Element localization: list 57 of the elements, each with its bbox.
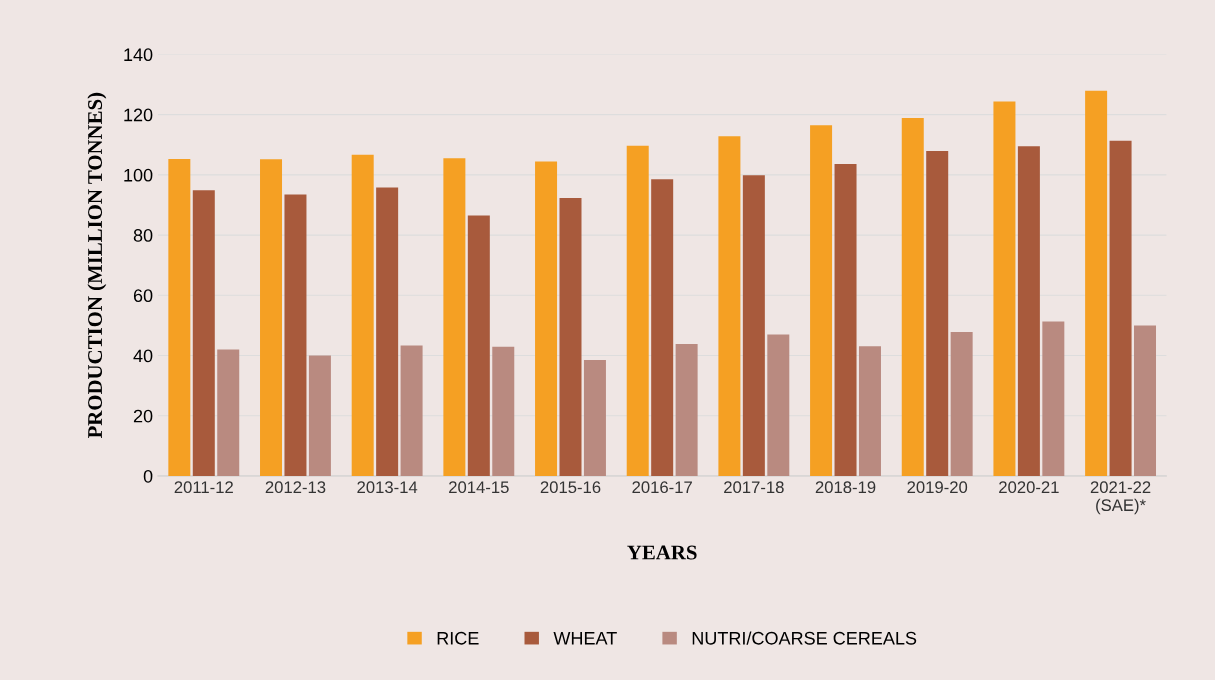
bar bbox=[492, 346, 515, 476]
y-tick-label: 0 bbox=[143, 469, 153, 483]
y-tick-label: 100 bbox=[124, 168, 153, 182]
x-tick-label: 2018-19 bbox=[815, 481, 876, 494]
x-tick-label: 2019-20 bbox=[907, 481, 968, 494]
bar bbox=[675, 344, 698, 476]
bar bbox=[260, 159, 283, 476]
bar bbox=[810, 125, 833, 476]
bar bbox=[858, 346, 881, 476]
bar bbox=[626, 145, 649, 476]
bar bbox=[192, 190, 215, 476]
x-tick-label: 2015-16 bbox=[540, 481, 601, 494]
bar bbox=[651, 179, 674, 476]
legend-label: RICE bbox=[437, 631, 479, 645]
legend-label: WHEAT bbox=[553, 632, 617, 645]
bar bbox=[834, 164, 857, 476]
x-tick-label: 2013-14 bbox=[357, 481, 418, 494]
bar bbox=[535, 161, 558, 476]
bar bbox=[376, 187, 399, 476]
x-tick-label: 2017-18 bbox=[724, 481, 784, 494]
bar bbox=[308, 355, 331, 476]
bar bbox=[351, 154, 374, 476]
bar bbox=[718, 136, 741, 476]
x-tick-label: 2020-21 bbox=[999, 481, 1059, 494]
bar bbox=[559, 198, 582, 476]
y-tick-label: 20 bbox=[133, 409, 153, 423]
bar bbox=[926, 151, 949, 476]
bar bbox=[583, 360, 606, 476]
y-tick-label: 80 bbox=[133, 229, 153, 242]
bar bbox=[443, 158, 466, 476]
bar bbox=[1017, 146, 1040, 476]
y-tick-label: 120 bbox=[124, 108, 153, 122]
bar bbox=[901, 117, 924, 476]
y-tick-label: 140 bbox=[124, 48, 153, 62]
bar bbox=[950, 332, 973, 476]
bar bbox=[1109, 140, 1132, 476]
x-tick-label: 2012-13 bbox=[265, 481, 326, 494]
x-tick-label: 2016-17 bbox=[632, 481, 692, 494]
y-tick-label: 40 bbox=[133, 349, 153, 363]
bar bbox=[400, 345, 423, 476]
legend-label: NUTRI/COARSE CEREALS bbox=[692, 631, 917, 645]
x-axis-title: YEARS bbox=[627, 545, 697, 560]
bar bbox=[767, 334, 790, 476]
bar bbox=[1042, 321, 1065, 476]
x-tick-label: 2011-12 bbox=[174, 481, 233, 494]
x-tick-label: 2014-15 bbox=[449, 481, 509, 494]
bar bbox=[168, 158, 191, 476]
bar bbox=[217, 349, 240, 476]
bar bbox=[742, 175, 765, 476]
bar bbox=[284, 194, 307, 476]
y-axis-title: PRODUCTION (MILLION TONNES) bbox=[87, 92, 107, 439]
y-tick-label: 60 bbox=[133, 289, 153, 303]
bar bbox=[993, 101, 1016, 476]
bar bbox=[1085, 90, 1108, 476]
bar bbox=[467, 215, 490, 476]
x-tick-label: 2021-22 (SAE)* bbox=[1090, 481, 1151, 515]
bar bbox=[1134, 325, 1157, 476]
